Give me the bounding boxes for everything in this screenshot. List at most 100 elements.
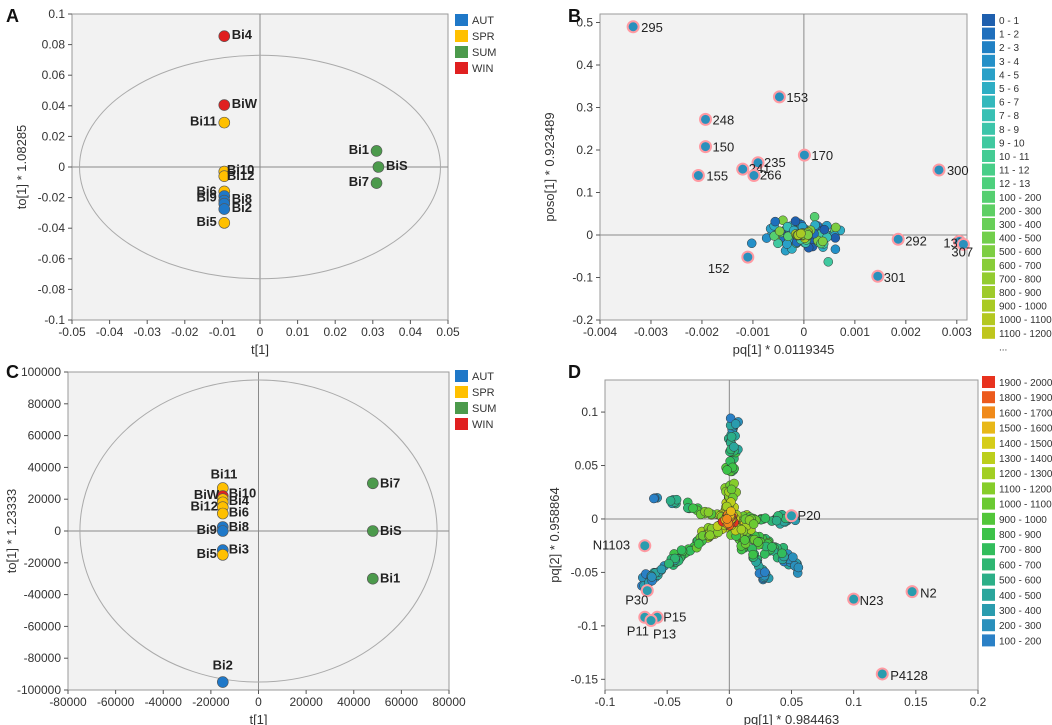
legend-label: 100 - 200 [999, 193, 1042, 204]
data-point [830, 233, 841, 243]
data-point [830, 244, 841, 254]
legend-swatch [982, 163, 995, 176]
point-bi12 [218, 170, 231, 182]
point-label: 155 [706, 169, 728, 184]
data-point [790, 216, 801, 226]
legend-swatch-win [455, 418, 468, 430]
legend-label-win: WIN [472, 419, 493, 431]
highlighted-point [797, 148, 811, 162]
legend-swatch [982, 299, 995, 312]
data-point [809, 212, 820, 222]
legend-swatch [982, 136, 995, 149]
x-tick-label: -60000 [97, 695, 135, 709]
point-label: P20 [798, 508, 821, 523]
point-label: Bi1 [349, 142, 369, 157]
legend-swatch [982, 245, 995, 258]
panel-a: -0.05 -0.04 -0.03 -0.02 -0.01 0 0.01 0.02 0.03 0.… [6, 6, 496, 357]
y-tick-label: 0 [54, 524, 61, 538]
legend-label: 900 - 1000 [999, 302, 1047, 313]
y-tick-label: 0 [586, 228, 593, 242]
legend-swatch [982, 452, 995, 464]
point-label: Bi5 [197, 214, 217, 229]
x-tick-label: -0.05 [58, 325, 86, 339]
highlighted-point [875, 667, 889, 681]
panel-letter: C [6, 362, 19, 382]
highlighted-point [871, 269, 885, 283]
highlighted-point [736, 162, 750, 176]
legend-label: 100 - 200 [999, 636, 1042, 647]
legend-label-sum: SUM [472, 47, 496, 59]
x-tick-label: 0.001 [840, 325, 870, 339]
y-tick-label: -0.1 [577, 619, 598, 633]
highlighted-point [747, 169, 761, 182]
legend-swatch [982, 588, 995, 601]
legend-swatch [982, 150, 995, 162]
data-point [740, 535, 750, 545]
point-label: BiW [194, 487, 220, 502]
legend-swatch [982, 376, 995, 388]
legend-label: 1500 - 1600 [999, 424, 1052, 435]
point-label: N1103 [593, 538, 630, 553]
point-bi11 [218, 116, 231, 129]
point-label: 292 [905, 233, 927, 248]
x-tick-label: 0 [255, 695, 262, 709]
y-tick-label: 0.1 [48, 7, 65, 21]
y-axis-label: poso[1] * 0.923489 [542, 112, 557, 221]
point-bi2 [216, 676, 229, 688]
legend-label: 1800 - 1900 [999, 393, 1052, 404]
point-bi4 [218, 30, 231, 42]
point-label: BiS [380, 523, 402, 538]
legend-label: 10 - 11 [999, 152, 1030, 163]
data-point [777, 548, 787, 559]
panel-letter: A [6, 6, 19, 26]
legend-label: 1300 - 1400 [999, 454, 1052, 465]
point-bi1 [366, 572, 379, 585]
point-label: Bi11 [190, 114, 217, 129]
highlighted-point [905, 585, 919, 599]
point-label: Bi2 [232, 200, 252, 215]
legend-label-sum: SUM [472, 403, 496, 415]
confidence-ellipse [79, 379, 438, 683]
legend-swatch [982, 54, 995, 67]
point-bi7 [366, 477, 379, 490]
legend-swatch [982, 41, 995, 54]
data-point [788, 552, 798, 562]
y-tick-label: 0 [591, 512, 598, 526]
point-label: 235 [764, 155, 786, 170]
data-point [649, 493, 659, 504]
data-point [771, 515, 782, 526]
y-tick-label: -80000 [24, 651, 62, 665]
point-label: Bi2 [213, 657, 233, 672]
point-bis [366, 525, 379, 537]
legend-swatch [982, 573, 995, 586]
y-axis-label: to[1] * 1.08285 [14, 125, 29, 210]
legend-label: 300 - 400 [999, 220, 1042, 231]
legend-label: 9 - 10 [999, 138, 1025, 149]
confidence-ellipse [79, 54, 441, 280]
y-tick-label: 0.1 [576, 186, 593, 200]
data-point [760, 567, 770, 577]
point-label: Bi1 [380, 571, 400, 586]
legend-label: 1000 - 1100 [999, 500, 1052, 511]
point-label: P30 [625, 593, 648, 608]
highlighted-point [638, 539, 652, 553]
legend-swatch [982, 68, 995, 81]
legend-label: 7 - 8 [999, 111, 1019, 122]
x-tick-label: -0.05 [653, 695, 681, 709]
point-bi5 [218, 217, 231, 229]
legend-label: 4 - 5 [999, 70, 1019, 81]
x-tick-label: 0.002 [891, 325, 921, 339]
legend-swatch [982, 512, 995, 525]
y-tick-label: -0.02 [38, 191, 66, 205]
plot-area [599, 13, 968, 321]
highlighted-point [785, 509, 798, 523]
data-point [665, 496, 676, 506]
legend-label: 1200 - 1300 [999, 469, 1052, 480]
legend-swatch-win [455, 62, 468, 74]
legend-label: 400 - 500 [999, 591, 1042, 602]
x-tick-label: 0.04 [399, 325, 423, 339]
point-bi2 [218, 203, 231, 215]
point-label: 248 [713, 112, 735, 127]
x-tick-label: -0.02 [171, 325, 199, 339]
